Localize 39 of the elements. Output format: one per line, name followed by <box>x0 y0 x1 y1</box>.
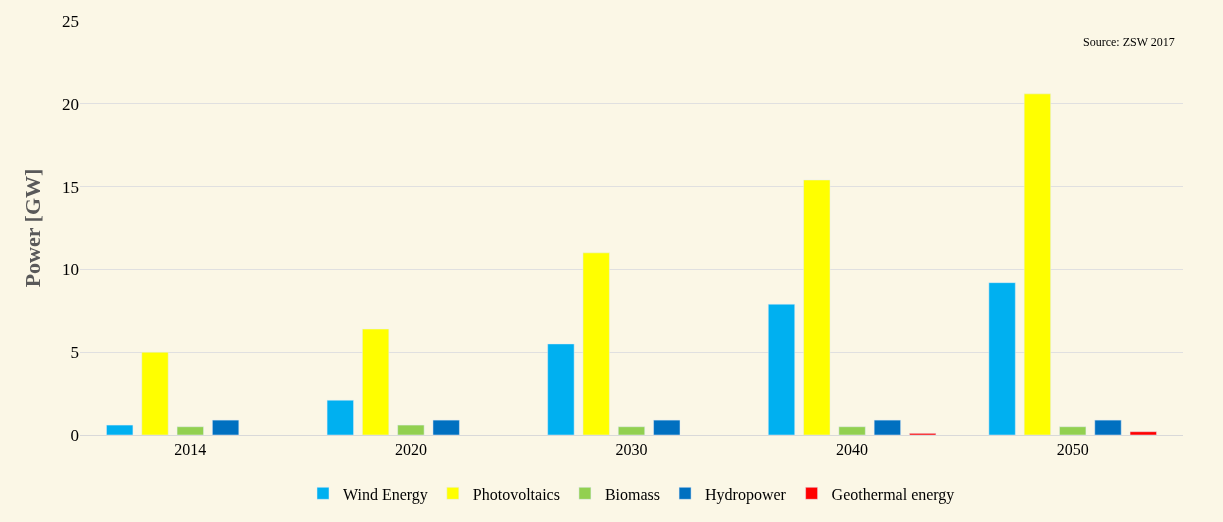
bar <box>653 419 681 435</box>
bar <box>582 252 610 435</box>
y-tick-label: 15 <box>62 177 79 197</box>
bar <box>432 419 460 435</box>
bar <box>326 399 354 435</box>
bar <box>106 424 134 435</box>
legend-label: Geothermal energy <box>831 485 955 504</box>
x-tick-label: 2040 <box>836 441 869 459</box>
y-tick-label: 0 <box>70 425 79 445</box>
bar <box>1023 93 1051 435</box>
y-axis-title: Power [GW] <box>19 168 45 288</box>
bar <box>212 419 240 435</box>
bar <box>803 179 831 435</box>
annotation: Source: ZSW 2017 <box>1083 35 1175 49</box>
bar <box>141 351 169 435</box>
bar <box>873 419 901 435</box>
legend-label: Photovoltaics <box>472 485 560 503</box>
y-tick-label: 20 <box>62 94 79 114</box>
bar <box>397 424 425 435</box>
bar <box>1094 419 1122 435</box>
bar <box>1129 431 1157 435</box>
legend-label: Biomass <box>604 485 661 503</box>
x-tick-label: 2014 <box>174 441 207 459</box>
x-tick-label: 2030 <box>615 441 648 459</box>
x-tick-label: 2020 <box>394 441 427 459</box>
bar <box>1059 426 1087 435</box>
y-tick-label: 10 <box>62 260 79 280</box>
bar <box>838 426 866 435</box>
bar <box>176 426 204 435</box>
bar <box>768 303 795 435</box>
x-tick-label: 2050 <box>1056 441 1089 459</box>
bar <box>547 343 575 435</box>
bar <box>362 328 390 435</box>
bar <box>618 426 645 435</box>
legend-label: Wind Energy <box>343 485 428 504</box>
y-tick-label: 5 <box>70 343 79 363</box>
legend-label: Hydropower <box>705 485 787 504</box>
bar <box>988 282 1016 435</box>
y-tick-label: 25 <box>62 11 79 31</box>
